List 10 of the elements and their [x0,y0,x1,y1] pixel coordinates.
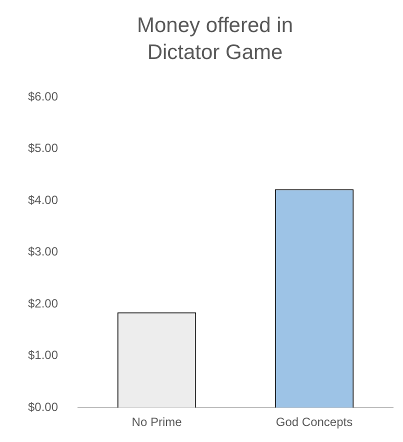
y-tick-label: $1.00 [28,348,58,362]
y-tick-label: $5.00 [28,141,58,156]
y-tick-label: $0.00 [28,400,58,414]
chart-title: Money offered in Dictator Game [136,13,294,66]
y-tick-label: $3.00 [28,244,58,259]
y-tick-label: $4.00 [28,192,58,207]
y-tick-label: $6.00 [28,90,58,104]
x-tick-label: God Concepts [276,415,353,430]
x-tick-label: No Prime [132,415,182,430]
y-tick-label: $2.00 [28,296,58,310]
